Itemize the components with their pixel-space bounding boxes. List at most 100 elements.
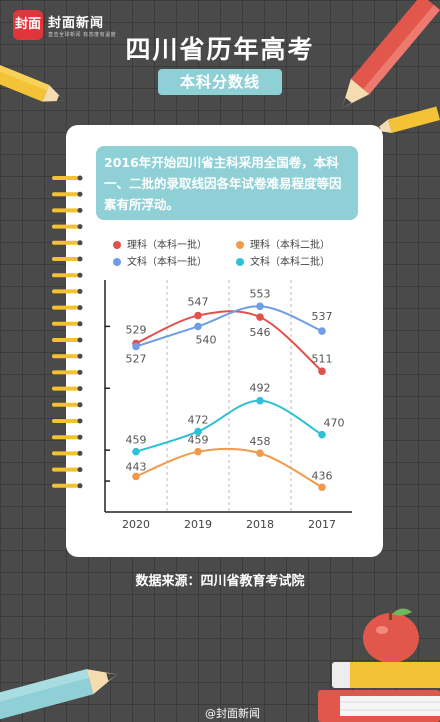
x-tick-label: 2017 <box>308 518 336 531</box>
data-point <box>318 327 326 335</box>
ring-hole <box>77 240 83 246</box>
data-point <box>194 311 202 320</box>
data-label: 547 <box>188 296 209 309</box>
ring-icon <box>52 419 82 423</box>
x-tick-label: 2018 <box>246 518 274 531</box>
ring-hole <box>77 191 83 197</box>
data-label: 436 <box>312 469 333 482</box>
ring-hole <box>77 369 83 375</box>
data-point <box>194 322 202 331</box>
ring-icon <box>52 208 82 213</box>
brand-tagline: 直击全球新闻 有态度有温度 <box>48 32 117 38</box>
ring-hole <box>77 353 83 359</box>
ring-icon <box>52 305 82 310</box>
legend-dot <box>236 258 244 266</box>
ring-hole <box>77 337 83 343</box>
data-label: 511 <box>312 352 333 365</box>
brand-name: 封面新闻 <box>48 16 105 31</box>
data-label: 470 <box>324 417 345 430</box>
ring-icon <box>52 354 82 359</box>
data-point <box>318 430 326 439</box>
ring-icon <box>52 257 82 261</box>
series-line <box>135 305 323 348</box>
data-label: 546 <box>250 326 271 339</box>
data-point <box>194 447 202 456</box>
data-point <box>318 367 326 376</box>
ring-hole <box>77 418 83 424</box>
ring-icon <box>52 192 82 197</box>
data-source: 数据来源：四川省教育考试院 <box>135 574 305 589</box>
ring-hole <box>77 483 83 489</box>
ring-hole <box>77 175 83 181</box>
legend-dot <box>113 241 121 249</box>
ring-hole <box>77 272 83 278</box>
pencil-icon <box>0 669 118 721</box>
ring-icon <box>52 467 82 472</box>
ring-icon <box>52 370 82 375</box>
ring-icon <box>52 386 82 391</box>
ring-hole <box>77 207 83 213</box>
ring-hole <box>77 288 83 294</box>
data-label: 553 <box>250 287 271 300</box>
legend-label: 文科（本科一批） <box>127 257 207 268</box>
x-tick-label: 2019 <box>184 518 212 531</box>
page-subtitle: 本科分数线 <box>158 69 282 95</box>
legend-item: 文科（本科二批） <box>236 253 330 268</box>
series-line <box>135 399 323 453</box>
legend-label: 理科（本科一批） <box>127 240 207 251</box>
brand-logo: 封面 <box>13 10 43 40</box>
ring-icon <box>52 289 82 294</box>
data-point <box>256 396 264 405</box>
legend-dot <box>113 258 121 266</box>
x-tick-label: 2020 <box>122 518 150 531</box>
legend-item: 文科（本科一批） <box>113 253 207 268</box>
data-point <box>132 447 140 456</box>
ring-hole <box>77 434 83 440</box>
series-line <box>135 447 323 489</box>
legend-label: 文科（本科二批） <box>250 257 330 268</box>
page-title: 四川省历年高考 <box>125 35 315 64</box>
legend-label: 理科（本科二批） <box>250 240 330 251</box>
data-point <box>194 427 202 436</box>
ring-icon <box>52 224 82 229</box>
data-point <box>132 472 140 481</box>
ring-hole <box>77 450 83 456</box>
data-label: 492 <box>250 382 271 395</box>
ring-icon <box>52 321 82 326</box>
data-label: 459 <box>188 434 209 447</box>
apple-icon <box>363 608 419 663</box>
data-point <box>318 483 326 492</box>
data-label: 472 <box>188 414 209 427</box>
ring-icon <box>52 273 82 278</box>
data-point <box>256 302 264 311</box>
data-label: 459 <box>126 434 147 447</box>
ring-hole <box>77 256 83 262</box>
books-icon <box>318 662 440 722</box>
pencil-icon <box>342 0 440 109</box>
data-label: 540 <box>196 333 217 346</box>
ring-icon <box>52 483 82 488</box>
info-note: 2016年开始四川省主科采用全国卷，本科一、二批的录取线因各年试卷难易程度等因素… <box>96 146 358 220</box>
ring-hole <box>77 305 83 311</box>
ring-hole <box>77 321 83 327</box>
ring-icon <box>52 338 82 342</box>
data-label: 458 <box>250 435 271 448</box>
data-point <box>132 342 140 351</box>
data-point <box>256 449 264 458</box>
ring-icon <box>52 402 82 407</box>
legend-item: 理科（本科二批） <box>236 236 330 251</box>
data-label: 527 <box>126 353 147 366</box>
legend-dot <box>236 241 244 249</box>
ring-hole <box>77 402 83 408</box>
ring-icon <box>52 435 82 440</box>
ring-icon <box>52 451 82 456</box>
data-point <box>256 313 264 321</box>
footer-credit: @封面新闻 <box>205 707 260 720</box>
ring-icon <box>52 176 82 180</box>
ring-hole <box>77 386 83 392</box>
ring-hole <box>77 467 83 473</box>
ring-hole <box>77 224 83 230</box>
